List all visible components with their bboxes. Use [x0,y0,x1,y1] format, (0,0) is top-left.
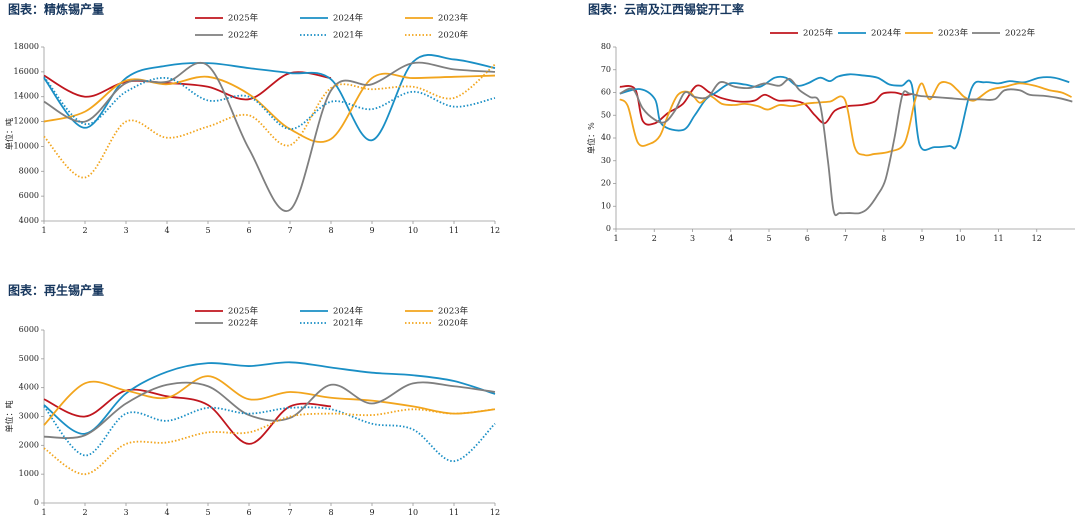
x-tick-label: 5 [766,234,771,243]
y-tick-label: 40 [601,133,611,142]
x-tick-label: 9 [369,508,374,517]
y-axis-label: 单位：吨 [4,401,14,433]
x-tick-label: 3 [123,508,128,517]
y-tick-label: 10000 [14,141,39,150]
x-tick-label: 4 [728,234,733,243]
chart-title: 图表：精炼锡产量 [8,2,104,17]
x-tick-label: 10 [408,508,418,517]
chart-title: 图表：再生锡产量 [8,283,104,298]
series-line [43,408,496,476]
x-tick-label: 6 [805,234,810,243]
y-tick-label: 1000 [19,469,39,478]
legend-label: 2023年 [938,28,969,39]
legend-label: 2022年 [1005,28,1036,39]
y-tick-label: 6000 [19,191,39,200]
legend-label: 2020年 [438,30,469,41]
y-tick-label: 6000 [19,325,39,334]
x-tick-label: 6 [246,508,251,517]
y-tick-label: 0 [606,224,611,233]
series-line [43,61,496,213]
x-tick-label: 4 [164,508,169,517]
x-tick-label: 6 [246,226,251,235]
legend-label: 2021年 [333,30,364,41]
x-tick-label: 1 [41,226,46,235]
series-line [619,77,1073,217]
series-line [43,71,332,101]
x-tick-label: 2 [82,508,87,517]
y-tick-label: 20 [601,179,611,188]
x-tick-label: 1 [613,234,618,243]
y-tick-label: 4000 [19,383,39,392]
legend-label: 2023年 [438,306,469,317]
x-tick-label: 11 [449,508,459,517]
legend-label: 2025年 [803,28,834,39]
series-line [43,375,496,426]
legend-label: 2024年 [871,28,902,39]
y-tick-label: 60 [601,88,611,97]
y-tick-label: 8000 [19,166,39,175]
x-tick-label: 12 [1032,234,1042,243]
x-tick-label: 8 [328,508,333,517]
x-tick-label: 5 [205,226,210,235]
x-tick-label: 8 [328,226,333,235]
x-tick-label: 12 [490,508,500,517]
legend-label: 2020年 [438,318,469,329]
y-tick-label: 10 [601,201,611,210]
y-tick-label: 70 [601,65,611,74]
x-tick-label: 5 [205,508,210,517]
legend-label: 2024年 [333,306,364,317]
y-axis-label: 单位：吨 [4,118,14,150]
y-tick-label: 0 [34,498,39,507]
series-line [43,72,496,143]
y-axis-label: 单位：% [586,122,596,154]
legend-label: 2021年 [333,318,364,329]
x-tick-label: 9 [919,234,924,243]
legend-label: 2022年 [228,30,259,41]
x-tick-label: 7 [287,226,292,235]
legend-label: 2025年 [228,306,259,317]
y-tick-label: 18000 [14,42,39,51]
y-tick-label: 2000 [19,440,39,449]
y-tick-label: 5000 [19,354,39,363]
x-tick-label: 1 [41,508,46,517]
series-line [43,381,496,439]
x-tick-label: 2 [652,234,657,243]
series-line [43,361,496,435]
series-line [43,63,496,179]
x-tick-label: 3 [690,234,695,243]
chart-title: 图表：云南及江西锡锭开工率 [588,2,744,17]
y-tick-label: 3000 [19,412,39,421]
x-tick-label: 11 [993,234,1003,243]
x-tick-label: 4 [164,226,169,235]
y-tick-label: 16000 [14,67,39,76]
series-line [619,73,1070,151]
series-line [619,84,914,126]
series-line [43,54,496,142]
x-tick-label: 12 [490,226,500,235]
legend-label: 2024年 [333,13,364,24]
y-tick-label: 50 [601,110,611,119]
y-tick-label: 14000 [14,92,39,101]
y-tick-label: 4000 [19,216,39,225]
legend-label: 2023年 [438,13,469,24]
y-tick-label: 30 [601,156,611,165]
x-tick-label: 7 [287,508,292,517]
y-tick-label: 12000 [14,117,39,126]
x-tick-label: 10 [955,234,965,243]
x-tick-label: 10 [408,226,418,235]
y-tick-label: 80 [601,42,611,51]
x-tick-label: 7 [843,234,848,243]
legend-label: 2025年 [228,13,259,24]
series-line [43,76,496,130]
x-tick-label: 8 [881,234,886,243]
x-tick-label: 9 [369,226,374,235]
legend-label: 2022年 [228,318,259,329]
series-line [43,388,332,445]
x-tick-label: 3 [123,226,128,235]
x-tick-label: 2 [82,226,87,235]
x-tick-label: 11 [449,226,459,235]
